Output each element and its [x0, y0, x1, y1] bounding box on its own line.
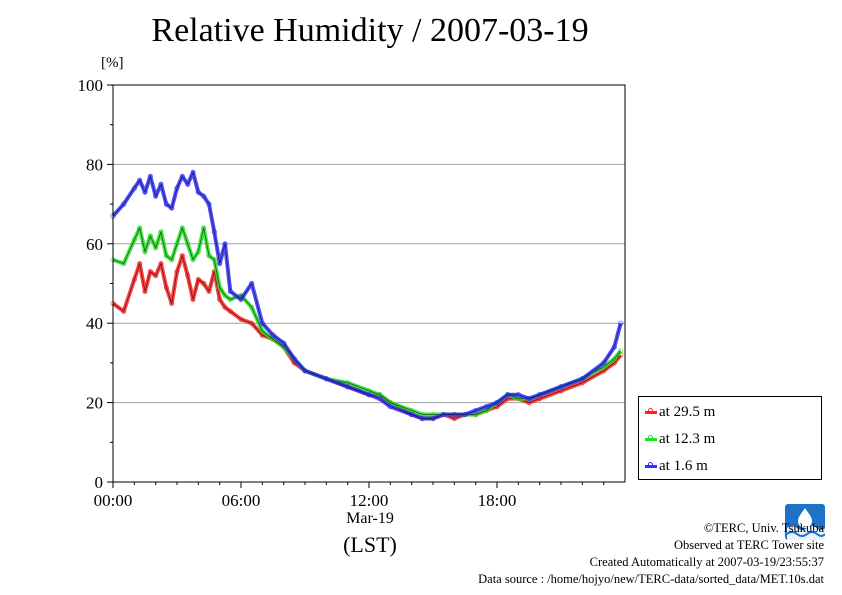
terc-logo-icon [785, 504, 825, 540]
y-tick-label: 60 [86, 235, 103, 254]
x-tick-label: 00:00 [94, 491, 133, 510]
legend-label-1-6m: at 1.6 m [659, 457, 708, 474]
plot-frame [112, 84, 626, 483]
legend-swatch-12-3m [645, 434, 657, 441]
y-tick-label: 0 [95, 473, 104, 492]
series-line-2 [111, 170, 623, 421]
x-axis-zone-label: (LST) [343, 532, 397, 557]
legend-item-29-5m: at 29.5 m [645, 401, 715, 423]
x-axis-date-label: Mar-19 [346, 510, 394, 527]
credit-source: Data source : /home/hojyo/new/TERC-data/… [478, 572, 824, 586]
chart-title: Relative Humidity / 2007-03-19 [151, 12, 589, 49]
credit-copyright: ©TERC, Univ. Tsukuba [703, 521, 824, 535]
credit-observed: Observed at TERC Tower site [673, 538, 824, 552]
y-tick-label: 100 [78, 76, 104, 95]
series-line-1 [112, 225, 623, 417]
x-tick-label: 12:00 [350, 491, 389, 510]
series-centerline-1 [112, 227, 622, 415]
legend: at 29.5 m at 12.3 m at 1.6 m [638, 396, 822, 480]
credit-created: Created Automatically at 2007-03-19/23:5… [589, 555, 824, 569]
y-tick-label: 80 [86, 155, 103, 174]
series-centerline-2 [112, 171, 622, 419]
legend-label-12-3m: at 12.3 m [659, 430, 716, 447]
legend-swatch-1-6m [645, 461, 657, 468]
y-tick-label: 20 [86, 394, 103, 413]
credits-block: ©TERC, Univ. Tsukuba Observed at TERC To… [478, 520, 824, 588]
y-tick-label: 40 [86, 314, 103, 333]
legend-swatch-29-5m [645, 407, 657, 414]
x-tick-label: 06:00 [222, 491, 261, 510]
x-tick-label: 18:00 [478, 491, 517, 510]
legend-item-1-6m: at 1.6 m [645, 455, 708, 477]
y-axis-unit-label: [%] [101, 55, 124, 71]
legend-item-12-3m: at 12.3 m [645, 428, 715, 450]
legend-label-29-5m: at 29.5 m [659, 403, 716, 420]
